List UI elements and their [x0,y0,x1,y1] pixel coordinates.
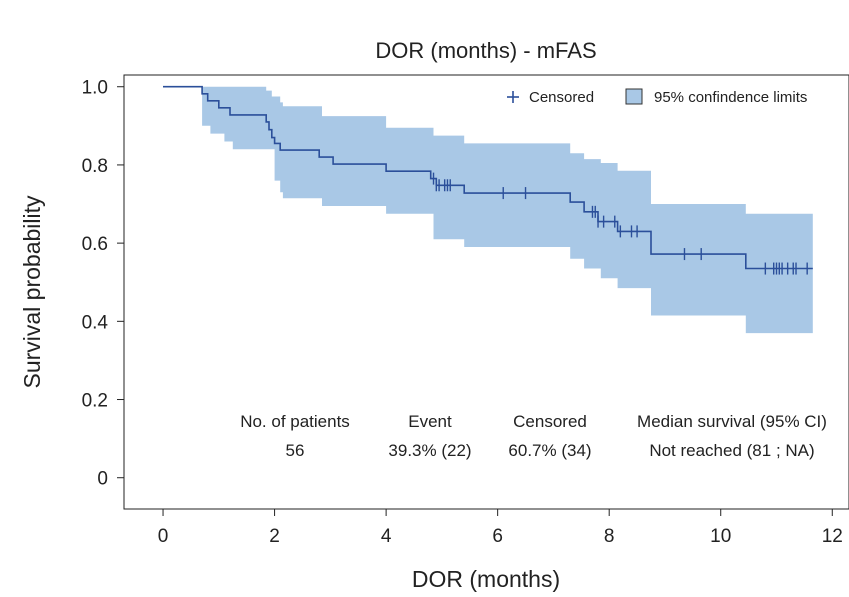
plot-frame [123,74,849,510]
summary-value-median: Not reached (81 ; NA) [649,441,814,460]
y-axis: 0 0.2 0.4 0.6 0.8 1.0 [82,78,124,490]
summary-header-median: Median survival (95% CI) [637,412,827,431]
x-tick-label-0: 0 [158,526,169,547]
summary-table: No. of patients Event Censored Median su… [240,412,827,460]
x-tick-label-10: 10 [710,526,731,547]
summary-value-patients: 56 [286,441,305,460]
ci-band [163,86,813,334]
summary-header-event: Event [408,412,452,431]
legend: Censored 95% confindence limits [507,88,807,106]
summary-value-censored: 60.7% (34) [508,441,591,460]
legend-ci-label: 95% confindence limits [654,89,807,106]
x-axis: 0 2 4 6 8 10 12 [158,509,843,547]
censor-marks [432,172,808,275]
legend-censored-marker [507,91,519,103]
y-tick-label-0: 0 [97,469,108,490]
summary-header-patients: No. of patients [240,412,350,431]
x-tick-label-4: 4 [381,526,392,547]
x-tick-label-8: 8 [604,526,615,547]
legend-censored-label: Censored [529,89,594,106]
y-tick-label-5: 1.0 [82,78,108,99]
x-tick-label-6: 6 [492,526,503,547]
y-axis-label: Survival probability [19,195,45,389]
summary-header-censored: Censored [513,412,587,431]
x-tick-label-12: 12 [822,526,843,547]
y-tick-label-1: 0.2 [82,391,108,412]
legend-ci-swatch [625,88,643,105]
y-tick-label-2: 0.4 [82,312,109,333]
x-axis-label: DOR (months) [412,566,560,592]
chart-title: DOR (months) - mFAS [375,38,596,63]
y-tick-label-3: 0.6 [82,234,108,255]
summary-value-event: 39.3% (22) [388,441,471,460]
x-tick-label-2: 2 [269,526,280,547]
y-tick-label-4: 0.8 [82,156,108,177]
